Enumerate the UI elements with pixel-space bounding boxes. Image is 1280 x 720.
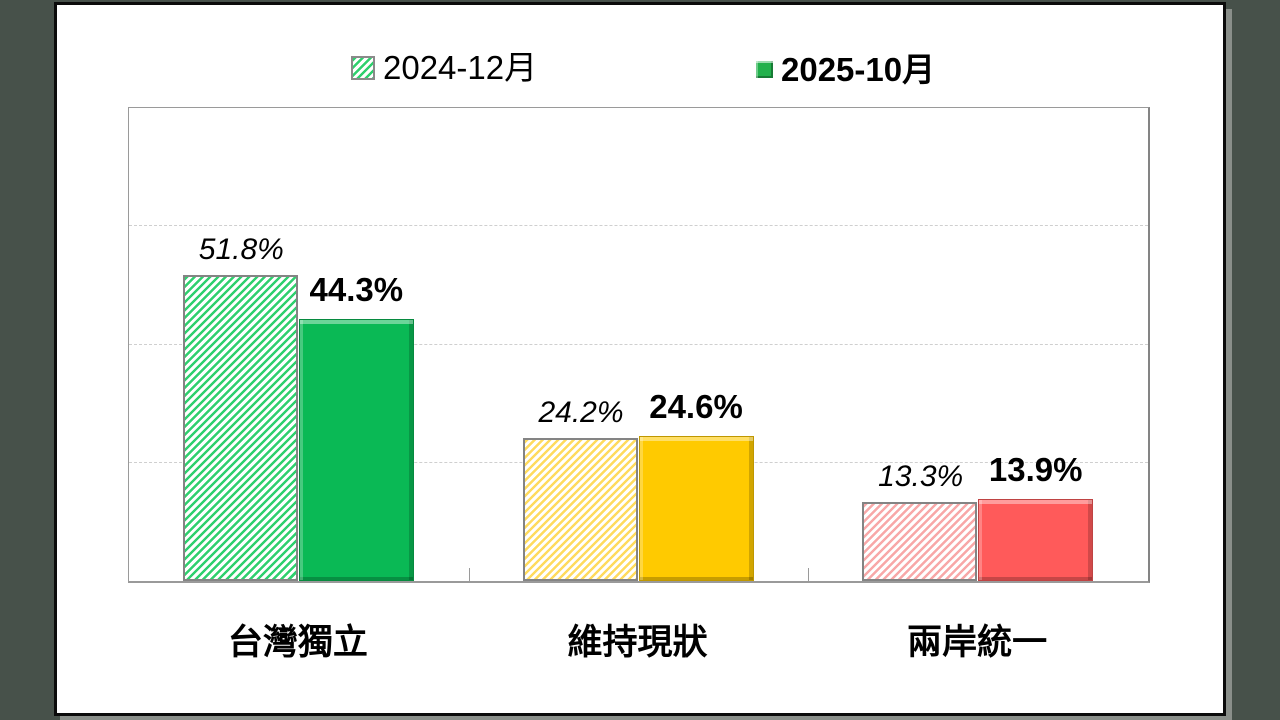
plot-area: 51.8% 44.3% 24.2% 24.6% 13.3% 13.9% (128, 107, 1150, 583)
bar-2024-12月-台灣獨立 (182, 274, 298, 581)
chart-legend: 2024-12月 2025-10月 (57, 45, 1223, 95)
legend-item-2024-12: 2024-12月 (351, 51, 537, 84)
category-label-維持現狀: 維持現狀 (567, 623, 708, 662)
bar-2024-12月-兩岸統一 (862, 502, 978, 581)
value-label-2025-10月-台灣獨立: 44.3% (309, 271, 404, 309)
value-label-2024-12月-兩岸統一: 13.3% (878, 460, 964, 494)
legend-swatch-hatched-icon (351, 55, 375, 80)
bar-2025-10月-台灣獨立 (298, 319, 414, 581)
category-label-台灣獨立: 台灣獨立 (227, 623, 368, 662)
category-separator-tick (468, 568, 470, 581)
category-label-兩岸統一: 兩岸統一 (907, 623, 1048, 662)
bar-2024-12月-維持現狀 (522, 437, 638, 581)
bar-2025-10月-兩岸統一 (978, 498, 1094, 581)
value-label-2024-12月-維持現狀: 24.2% (538, 395, 624, 429)
value-label-2025-10月-維持現狀: 24.6% (649, 387, 743, 425)
gridline-40 (129, 343, 1148, 345)
bar-2025-10月-維持現狀 (638, 435, 754, 581)
gridline-60 (129, 225, 1148, 227)
legend-item-2025-10: 2025-10月 (756, 53, 935, 86)
legend-label: 2024-12月 (383, 49, 538, 86)
value-label-2024-12月-台灣獨立: 51.8% (198, 232, 284, 266)
category-separator-tick (808, 568, 810, 581)
legend-swatch-solid-icon (756, 61, 773, 78)
legend-label: 2025-10月 (781, 51, 936, 88)
value-label-2025-10月-兩岸統一: 13.9% (988, 450, 1083, 488)
chart-card: 2024-12月 2025-10月 51.8% 44.3% 24.2% 24.6% 13… (54, 2, 1226, 716)
